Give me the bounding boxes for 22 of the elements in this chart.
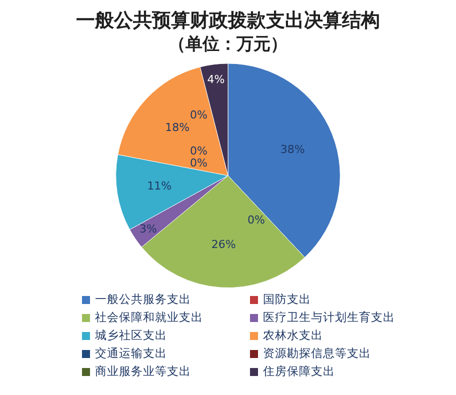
text: 0%	[248, 213, 265, 226]
legend-label: 资源勘探信息等支出	[263, 346, 371, 361]
legend-label: 城乡社区支出	[95, 328, 167, 343]
legend-label: 农林水支出	[263, 328, 323, 343]
text: 0%	[190, 108, 208, 122]
legend-label: 一般公共服务支出	[95, 292, 191, 307]
data-label: 26%	[211, 238, 236, 251]
legend-label: 住房保障支出	[263, 364, 335, 379]
legend-label: 商业服务业等支出	[95, 364, 191, 379]
data-label: 38%	[280, 142, 305, 156]
data-label: 11%	[147, 179, 172, 192]
legend-label: 社会保障和就业支出	[95, 310, 203, 325]
legend-label: 国防支出	[263, 292, 311, 307]
data-label: 18%	[165, 120, 190, 134]
chart-subtitle: （单位：万元）	[168, 34, 288, 54]
data-label: 4%	[207, 72, 225, 86]
data-label: 3%	[140, 222, 157, 236]
chart-title: 一般公共预算财政拨款支出决算结构	[76, 9, 380, 32]
legend-label: 交通运输支出	[95, 346, 167, 361]
legend-label: 医疗卫生与计划生育支出	[263, 310, 395, 325]
text: 0%	[190, 144, 208, 158]
text: 0%	[190, 156, 208, 170]
